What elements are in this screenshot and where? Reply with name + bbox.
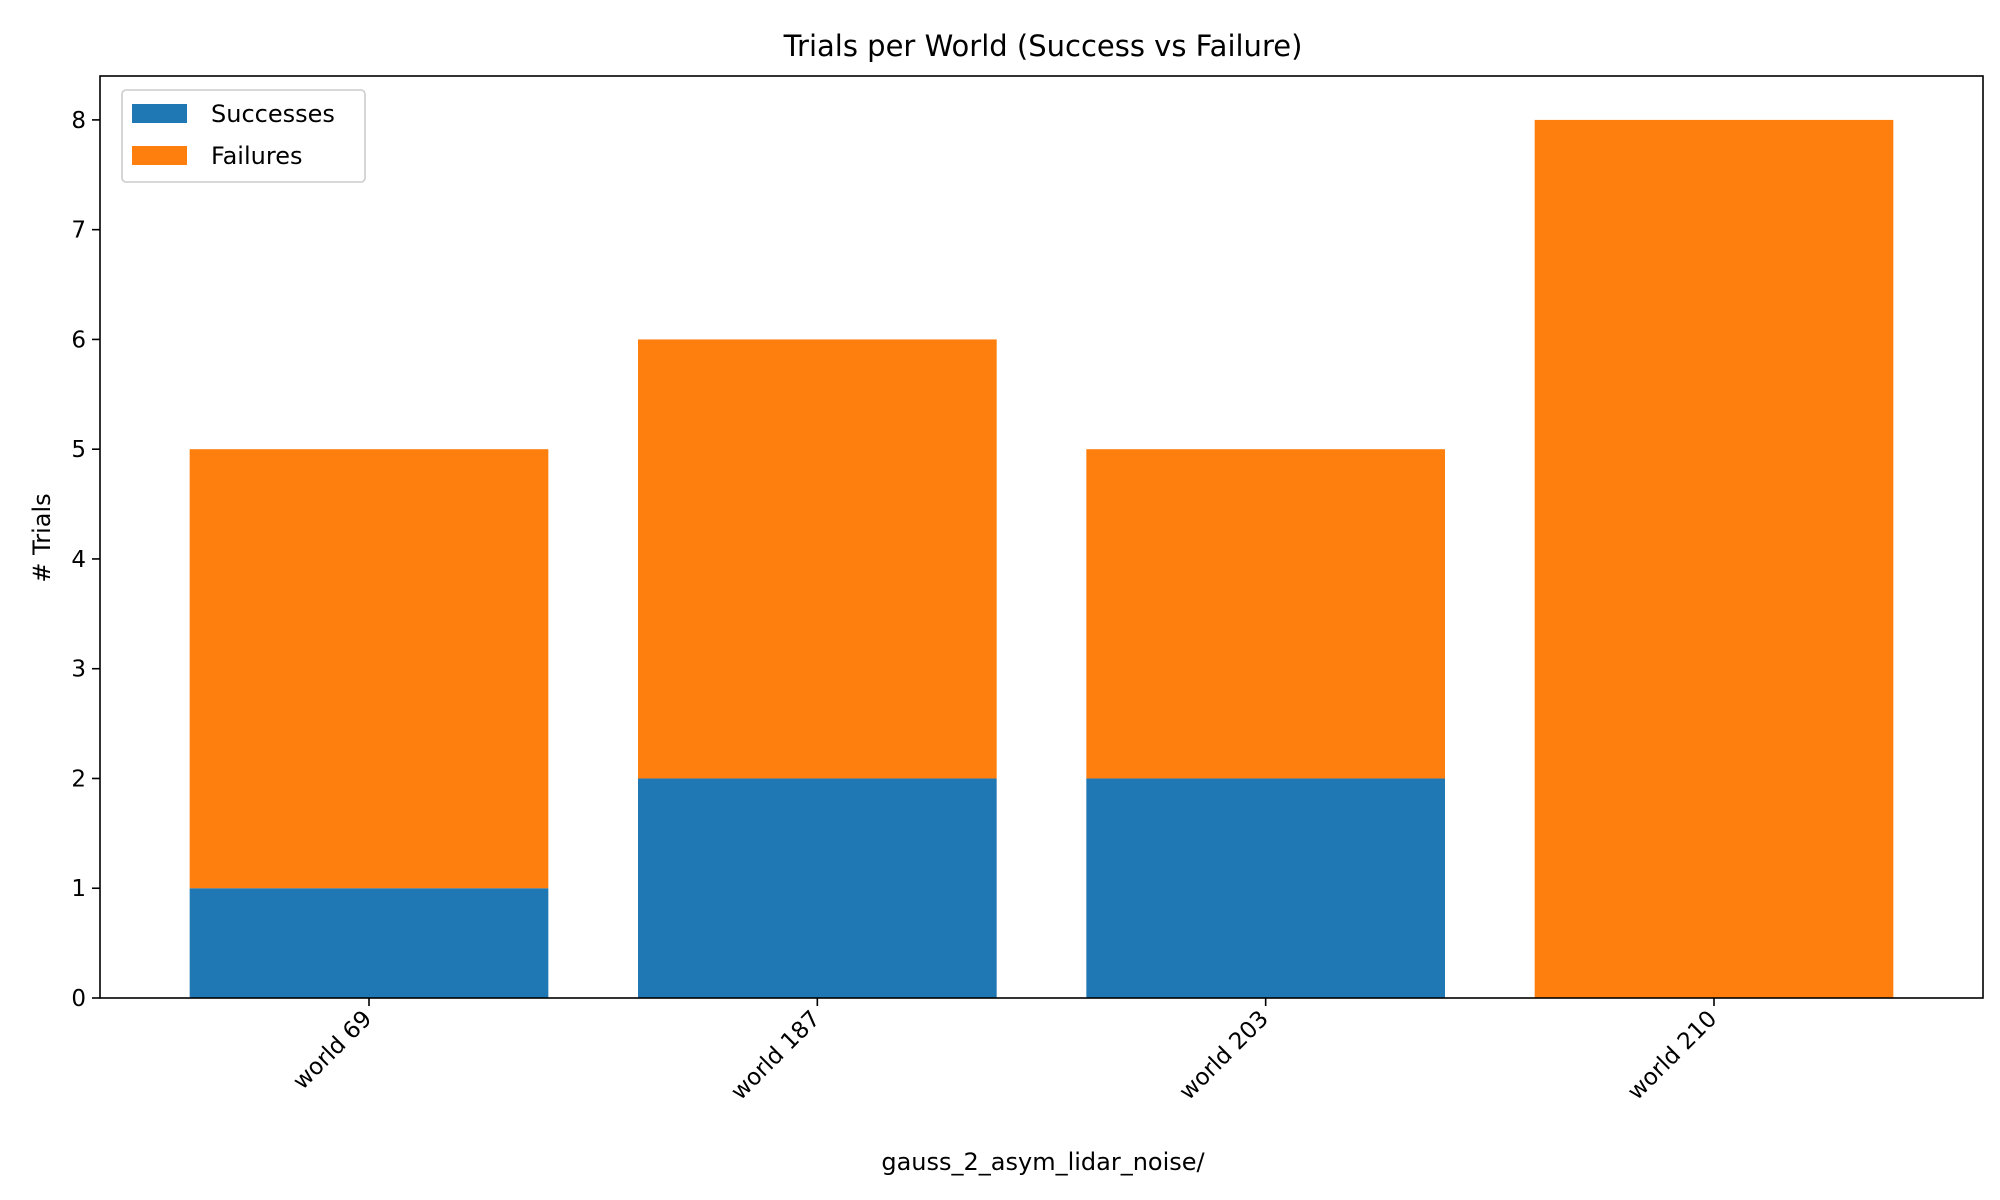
y-tick-label: 7 [71,218,86,244]
x-axis-title: gauss_2_asym_lidar_noise/ [881,1148,1205,1176]
y-tick-label: 3 [71,657,86,683]
bar-failures-world-187 [638,339,997,779]
plot-frame [99,75,1984,999]
bar-failures-world-203 [1086,449,1445,779]
bars-layer [189,119,1894,998]
bar-successes-world-203 [1086,778,1445,998]
y-tick-label: 6 [71,327,86,353]
y-tick-label: 5 [71,437,86,463]
bar-successes-world-187 [638,778,997,998]
y-axis-title: # Trials [28,493,56,582]
legend-swatch-failures [132,146,187,165]
legend-label-successes: Successes [211,100,335,128]
y-tick-label: 0 [71,986,86,1012]
bar-failures-world-210 [1534,119,1894,998]
y-tick-label: 4 [71,547,86,573]
y-tick-label: 1 [71,876,86,902]
y-tick-label: 2 [71,766,86,792]
legend-label-failures: Failures [211,142,302,170]
legend-swatch-successes [132,104,187,123]
bar-successes-world-69 [189,888,549,998]
y-tick-label: 8 [71,108,86,134]
bar-failures-world-69 [189,449,549,889]
legend: Successes Failures [121,89,366,183]
chart-title: Trials per World (Success vs Failure) [783,29,1303,63]
